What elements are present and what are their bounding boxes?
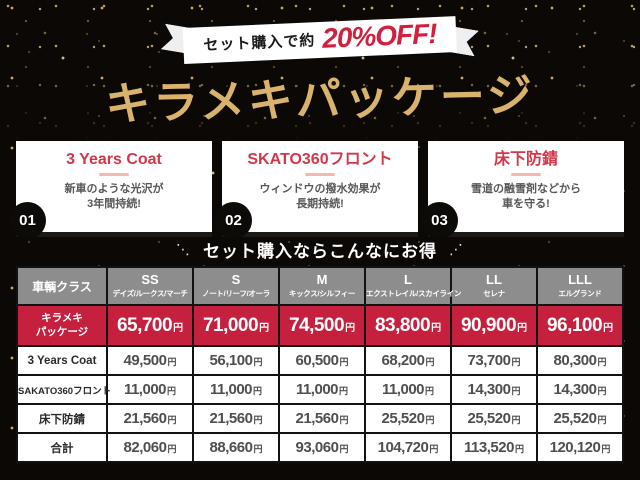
column-header-s: S ノート/リーフ/オーラ	[192, 266, 280, 306]
price-cell: 96,100円	[536, 304, 624, 347]
price-cell: 82,060円	[106, 432, 194, 463]
price-cell: 71,000円	[192, 304, 280, 347]
sparkle-right-icon	[449, 241, 464, 257]
price-cell: 80,300円	[536, 345, 624, 376]
row-label: キラメキ パッケージ	[16, 304, 108, 347]
price-cell: 11,000円	[192, 374, 280, 405]
card-title: 3 Years Coat	[66, 151, 162, 168]
price-cell: 49,500円	[106, 345, 194, 376]
price-cell: 21,560円	[106, 403, 194, 434]
table-row-3years-coat: 3 Years Coat 49,500円 56,100円 60,500円 68,…	[16, 345, 624, 376]
feature-card-3years-coat: 3 Years Coat 新車のような光沢が 3年間持続! 01	[9, 141, 212, 239]
table-header-row: 車輌クラス SS デイズ/ルークス/マーチ S ノート/リーフ/オーラ M キッ…	[16, 266, 624, 306]
price-cell: 68,200円	[364, 345, 452, 376]
price-cell: 120,120円	[536, 432, 624, 463]
table-row-sakato360-front: SAKATO360フロント 11,000円 11,000円 11,000円 11…	[16, 374, 624, 405]
discount-percentage: 20%OFF!	[321, 17, 438, 54]
price-cell: 90,900円	[450, 304, 538, 347]
price-cell: 73,700円	[450, 345, 538, 376]
section-heading: セット購入ならこんなにお得	[0, 237, 640, 262]
package-title: キラメキパッケージ	[104, 69, 536, 130]
price-cell: 60,500円	[278, 345, 366, 376]
card-title: SKATO360フロント	[247, 151, 393, 168]
card-number-badge: 03	[421, 202, 458, 239]
card-title: 床下防錆	[493, 151, 558, 168]
column-header-ss: SS デイズ/ルークス/マーチ	[106, 266, 194, 306]
card-number-badge: 01	[9, 202, 46, 239]
price-cell: 104,720円	[364, 432, 452, 463]
card-description: ウィンドウの撥水効果が 長期持続!	[259, 183, 381, 211]
price-table: 車輌クラス SS デイズ/ルークス/マーチ S ノート/リーフ/オーラ M キッ…	[16, 266, 624, 463]
row-label: 合計	[16, 432, 108, 463]
ribbon-text: セット購入で約	[203, 31, 316, 54]
row-label: 3 Years Coat	[16, 345, 108, 376]
feature-card-skato360: SKATO360フロント ウィンドウの撥水効果が 長期持続! 02	[215, 141, 418, 239]
price-cell: 88,660円	[192, 432, 280, 463]
card-description: 新車のような光沢が 3年間持続!	[64, 183, 164, 211]
price-cell: 11,000円	[106, 374, 194, 405]
feature-cards: 3 Years Coat 新車のような光沢が 3年間持続! 01 SKATO36…	[9, 141, 624, 239]
price-cell: 93,060円	[278, 432, 366, 463]
price-cell: 25,520円	[450, 403, 538, 434]
column-header-ll: LL セレナ	[450, 266, 538, 306]
price-cell: 14,300円	[450, 374, 538, 405]
table-row-total: 合計 82,060円 88,660円 93,060円 104,720円 113,…	[16, 432, 624, 463]
price-cell: 11,000円	[278, 374, 366, 405]
price-cell: 83,800円	[364, 304, 452, 347]
price-cell: 113,520円	[450, 432, 538, 463]
price-cell: 21,560円	[192, 403, 280, 434]
table-row-underbody-rustproof: 床下防錆 21,560円 21,560円 21,560円 25,520円 25,…	[16, 403, 624, 434]
card-number-badge: 02	[215, 202, 252, 239]
card-divider	[511, 173, 541, 176]
price-cell: 11,000円	[364, 374, 452, 405]
row-label: 床下防錆	[16, 403, 108, 434]
ribbon-body: セット購入で約 20%OFF!	[182, 16, 458, 64]
feature-card-underbody-rustproof: 床下防錆 雪道の融雪剤などから 車を守る! 03	[421, 141, 624, 239]
price-cell: 21,560円	[278, 403, 366, 434]
column-header-m: M キックス/シルフィー	[278, 266, 366, 306]
card-divider	[305, 173, 335, 176]
table-row-kirameki-package: キラメキ パッケージ 65,700円 71,000円 74,500円 83,80…	[16, 304, 624, 347]
corner-header: 車輌クラス	[16, 266, 108, 306]
price-cell: 74,500円	[278, 304, 366, 347]
row-label: SAKATO360フロント	[16, 374, 111, 405]
card-divider	[99, 173, 129, 176]
sparkle-left-icon	[176, 241, 191, 257]
discount-ribbon: セット購入で約 20%OFF!	[161, 15, 480, 65]
column-header-lll: LLL エルグランド	[536, 266, 624, 306]
price-cell: 25,520円	[536, 403, 624, 434]
column-header-l: L エクストレイル/スカイライン	[364, 266, 461, 306]
price-cell: 56,100円	[192, 345, 280, 376]
price-cell: 25,520円	[364, 403, 452, 434]
price-cell: 65,700円	[106, 304, 194, 347]
price-cell: 14,300円	[536, 374, 624, 405]
card-description: 雪道の融雪剤などから 車を守る!	[471, 183, 581, 211]
